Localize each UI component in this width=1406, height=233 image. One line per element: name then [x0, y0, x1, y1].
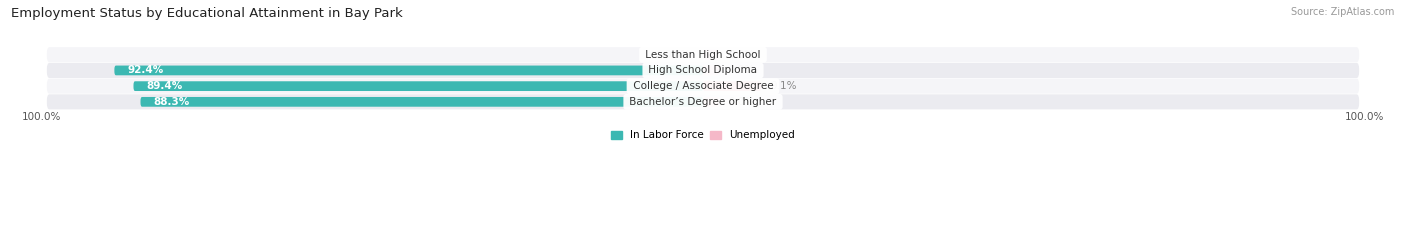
Text: College / Associate Degree: College / Associate Degree — [630, 81, 776, 91]
Text: 0.0%: 0.0% — [664, 50, 690, 60]
FancyBboxPatch shape — [46, 94, 1360, 109]
Text: High School Diploma: High School Diploma — [645, 65, 761, 75]
FancyBboxPatch shape — [46, 47, 1360, 62]
FancyBboxPatch shape — [703, 81, 761, 91]
Text: Less than High School: Less than High School — [643, 50, 763, 60]
Text: 0.0%: 0.0% — [728, 97, 755, 107]
Text: 100.0%: 100.0% — [21, 112, 60, 122]
FancyBboxPatch shape — [46, 63, 1360, 78]
FancyBboxPatch shape — [46, 79, 1360, 94]
FancyBboxPatch shape — [114, 65, 703, 75]
Text: Bachelor’s Degree or higher: Bachelor’s Degree or higher — [626, 97, 780, 107]
Legend: In Labor Force, Unemployed: In Labor Force, Unemployed — [612, 130, 794, 140]
FancyBboxPatch shape — [703, 50, 718, 60]
FancyBboxPatch shape — [141, 97, 703, 107]
FancyBboxPatch shape — [703, 97, 718, 107]
Text: 100.0%: 100.0% — [1346, 112, 1385, 122]
FancyBboxPatch shape — [703, 65, 718, 75]
Text: 92.4%: 92.4% — [127, 65, 163, 75]
FancyBboxPatch shape — [134, 81, 703, 91]
Text: 9.1%: 9.1% — [770, 81, 797, 91]
Text: 88.3%: 88.3% — [153, 97, 190, 107]
Text: 0.0%: 0.0% — [728, 65, 755, 75]
Text: Employment Status by Educational Attainment in Bay Park: Employment Status by Educational Attainm… — [11, 7, 404, 20]
Text: Source: ZipAtlas.com: Source: ZipAtlas.com — [1291, 7, 1395, 17]
Text: 0.0%: 0.0% — [728, 50, 755, 60]
Text: 89.4%: 89.4% — [146, 81, 183, 91]
